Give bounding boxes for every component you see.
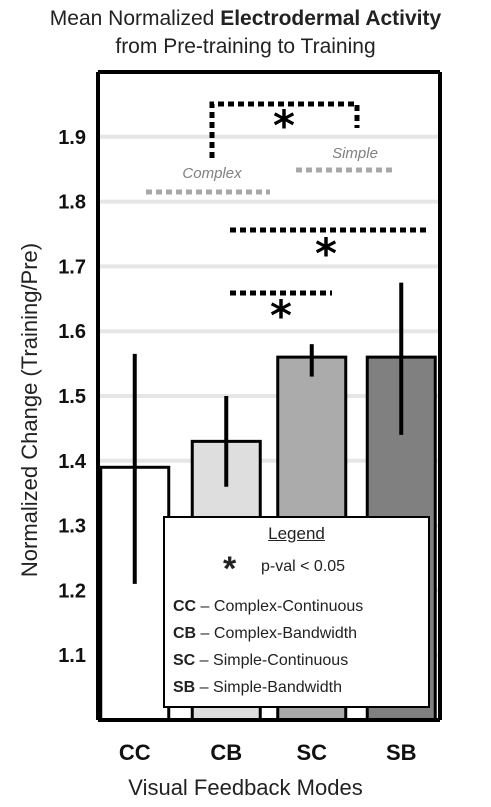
- y-tick-label: 1.9: [58, 127, 86, 149]
- y-tick-label: 1.5: [58, 386, 86, 408]
- legend-star-icon: *: [223, 550, 237, 588]
- y-tick-label: 1.2: [58, 580, 86, 602]
- y-tick-label: 1.7: [58, 256, 86, 278]
- x-tick-label: SC: [296, 740, 327, 765]
- y-tick-label: 1.3: [58, 516, 86, 538]
- legend-item-cc: CC – Complex-Continuous: [173, 598, 364, 615]
- legend-item-sb: SB – Simple-Bandwidth: [173, 679, 342, 696]
- sig-bracket-top: [209, 101, 360, 158]
- title-prefix: Mean Normalized: [49, 7, 221, 30]
- x-tick-label: SB: [386, 740, 417, 765]
- y-tick-label: 1.6: [58, 321, 86, 343]
- x-axis-label: Visual Feedback Modes: [128, 775, 363, 800]
- legend-item-sc: SC – Simple-Continuous: [173, 652, 349, 669]
- y-tick-label: 1.1: [58, 645, 86, 667]
- y-axis-label: Normalized Change (Training/Pre): [17, 242, 42, 578]
- legend-box: Legend * p-val < 0.05 CC – Complex-Conti…: [163, 516, 430, 708]
- x-tick-label: CB: [210, 740, 242, 765]
- title-bold: Electrodermal Activity: [220, 7, 442, 30]
- legend-pvalue-text: p-val < 0.05: [261, 558, 346, 575]
- complex-group-label: Complex: [182, 165, 242, 182]
- chart-subtitle: from Pre-training to Training: [115, 35, 376, 58]
- significance-star-icon: *: [315, 229, 337, 278]
- x-tick-label: CC: [119, 740, 151, 765]
- y-tick-label: 1.4: [58, 451, 87, 473]
- chart-title: Mean Normalized Electrodermal Activity: [0, 6, 491, 32]
- legend-title: Legend: [268, 524, 325, 543]
- significance-star-icon: *: [273, 101, 295, 150]
- legend-item-cb: CB – Complex-Bandwidth: [173, 625, 358, 642]
- simple-group-label: Simple: [332, 145, 378, 162]
- significance-star-icon: *: [270, 291, 292, 340]
- y-tick-label: 1.8: [58, 192, 86, 214]
